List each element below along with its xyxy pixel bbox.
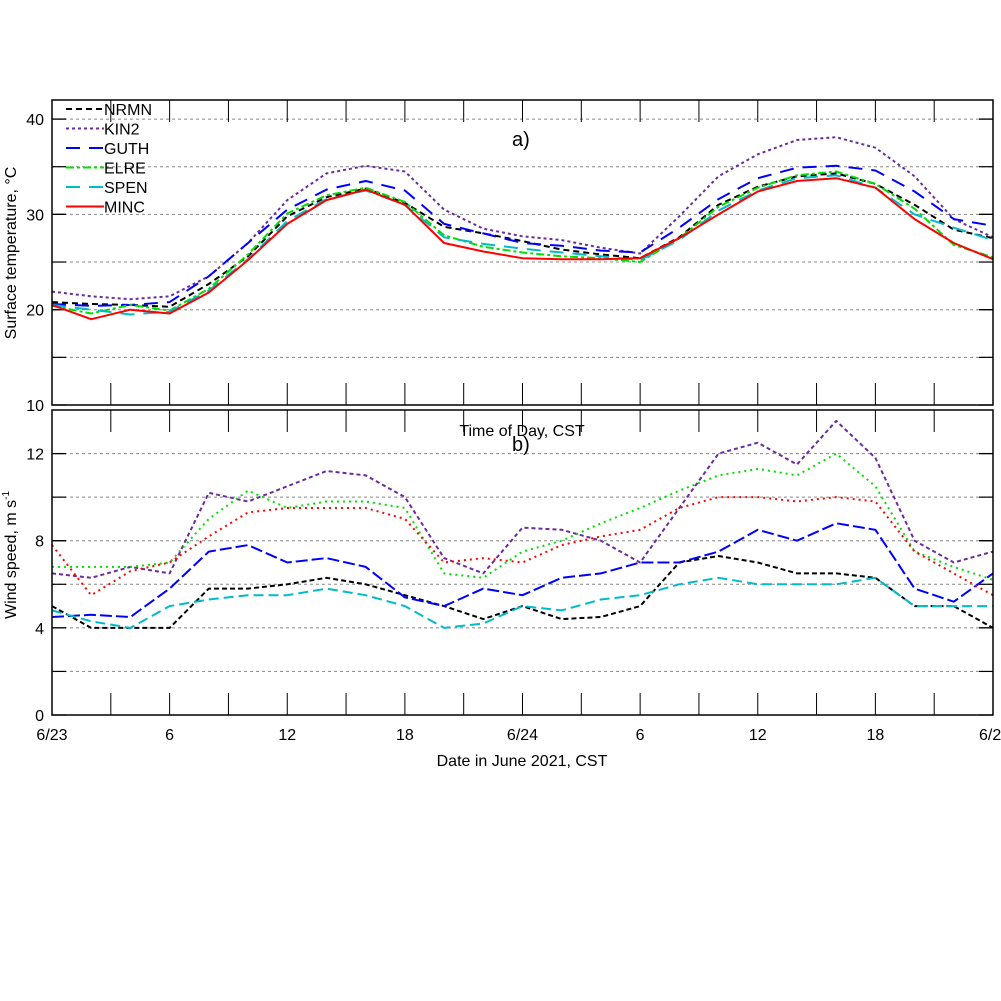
wind-y-axis-label-superscript: -1	[1, 491, 12, 500]
legend-label: ELRE	[104, 161, 146, 178]
series-line-guth	[51, 164, 994, 307]
wind-y-axis-label: Wind speed, m s-1	[1, 491, 20, 619]
wind-y-axis-label-text: Wind speed, m s	[3, 500, 20, 619]
plot-frame	[51, 409, 994, 716]
legend-item-kin2: KIN2	[66, 122, 140, 139]
series-line-nrmn	[51, 172, 994, 308]
x-tick-label: 12	[278, 727, 296, 744]
series-line-elre	[52, 452, 994, 581]
series-line-kin2	[51, 419, 994, 579]
x-tick-label: 6/24	[507, 727, 538, 744]
x-tick-label: 6	[165, 727, 174, 744]
legend-item-guth: GUTH	[66, 141, 149, 158]
temperature-panel: 10 20 30 40	[26, 99, 994, 415]
legend-label: GUTH	[104, 141, 149, 158]
legend-label: KIN2	[104, 122, 140, 139]
legend-item-spen: SPEN	[66, 180, 148, 197]
series-line-spen	[51, 576, 993, 629]
legend-item-minc: MINC	[66, 200, 145, 217]
panel-b-label: b)	[512, 434, 530, 456]
panel-a-label: a)	[512, 129, 530, 151]
legend-item-elre: ELRE	[66, 161, 146, 178]
legend-label: NRMN	[104, 102, 152, 119]
series-line-minc	[51, 177, 994, 321]
legend-label: MINC	[104, 200, 145, 217]
series-line-spen	[51, 174, 994, 316]
y-tick-label: 0	[35, 708, 44, 725]
series-line-kin2	[51, 136, 994, 301]
x-tick-label: 12	[749, 727, 767, 744]
x-tick-label: 6	[636, 727, 645, 744]
series-line-guth	[51, 522, 994, 618]
y-tick-label: 4	[35, 621, 44, 638]
legend-label: SPEN	[104, 180, 148, 197]
y-tick-label: 8	[35, 534, 44, 551]
x-tick-label: 18	[866, 727, 884, 744]
y-tick-label: 40	[26, 112, 44, 129]
y-tick-label: 10	[26, 398, 44, 415]
series-line-elre	[51, 170, 994, 315]
x-tick-label: 6/23	[36, 727, 67, 744]
plot-frame	[51, 99, 994, 406]
y-tick-label: 12	[26, 447, 44, 464]
x-tick-label: 18	[396, 727, 414, 744]
temperature-y-axis-label: Surface temperature, °C	[3, 167, 20, 340]
series-line-nrmn	[51, 555, 994, 629]
wind-panel: 0 4 8 12 6/23 6 12 18 6/24 6 12 18 6/2	[26, 409, 1001, 744]
x-axis-label: Date in June 2021, CST	[437, 753, 608, 770]
legend: NRMN KIN2 GUTH ELRE SPEN MINC	[66, 102, 152, 217]
y-tick-label: 30	[26, 207, 44, 224]
series-line-minc	[51, 496, 994, 597]
x-tick-label: 6/2	[979, 727, 1001, 744]
legend-item-nrmn: NRMN	[66, 102, 152, 119]
y-tick-label: 20	[26, 303, 44, 320]
panel-b-title: Time of Day, CST	[459, 423, 585, 440]
